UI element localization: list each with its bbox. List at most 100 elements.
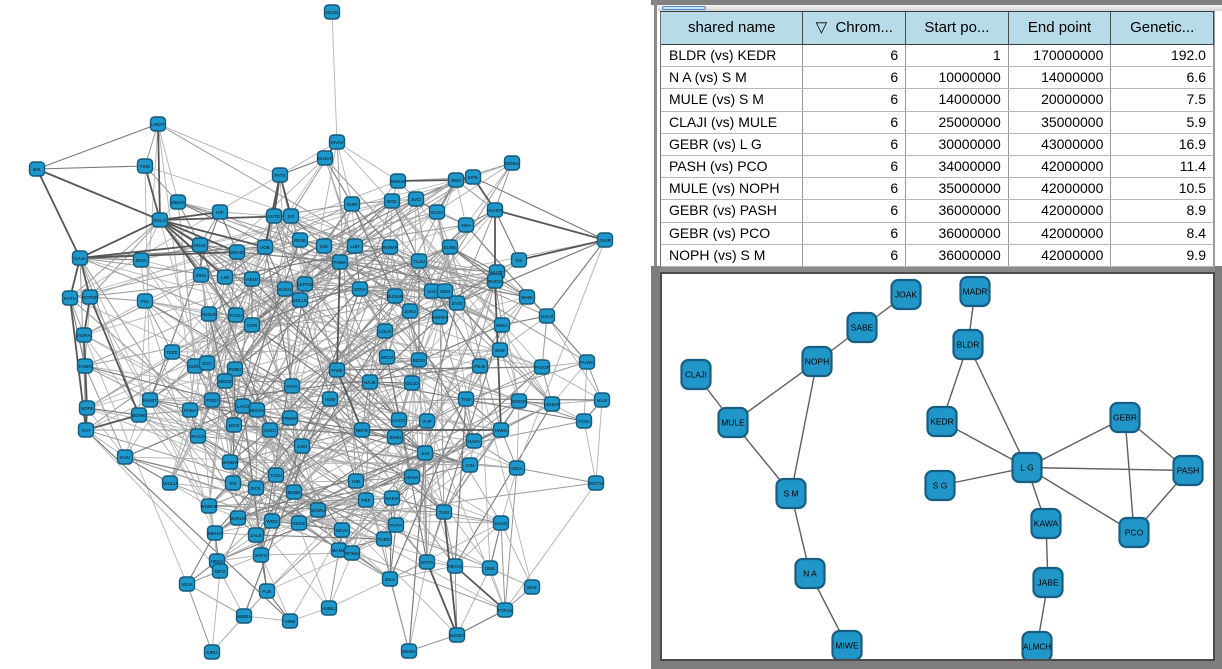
svg-text:VUP: VUP [422, 419, 431, 424]
svg-text:PIWEF: PIWEF [283, 416, 298, 421]
svg-text:FUWA: FUWA [580, 360, 594, 365]
svg-text:TAZU: TAZU [270, 473, 282, 478]
svg-text:KAKO: KAKO [386, 496, 399, 501]
svg-text:SURE: SURE [444, 245, 457, 250]
svg-text:MABI: MABI [521, 295, 532, 300]
svg-text:TOFUV: TOFUV [497, 608, 513, 613]
svg-text:LUR: LUR [350, 244, 360, 249]
svg-text:PABA: PABA [184, 408, 197, 413]
svg-text:DOTA: DOTA [421, 560, 434, 565]
svg-text:NAHEW: NAHEW [221, 460, 239, 465]
svg-text:NANIT: NANIT [143, 398, 157, 403]
svg-text:JOKU: JOKU [404, 309, 416, 314]
svg-text:KUN: KUN [120, 455, 130, 460]
svg-text:TIHE: TIHE [140, 164, 150, 169]
svg-text:NEGO: NEGO [448, 564, 462, 569]
svg-text:NOFE: NOFE [81, 406, 94, 411]
svg-text:HEDA: HEDA [211, 559, 225, 564]
svg-text:SAFU: SAFU [255, 553, 267, 558]
svg-text:MUJUH: MUJUH [317, 156, 333, 161]
svg-text:ZIBAG: ZIBAG [171, 200, 185, 205]
svg-text:DURA: DURA [188, 364, 202, 369]
svg-text:ALMCH: ALMCH [1023, 642, 1051, 651]
svg-text:TUJU: TUJU [413, 259, 425, 264]
svg-text:WOF: WOF [495, 348, 506, 353]
svg-text:ZIHA: ZIHA [196, 273, 207, 278]
svg-text:S G: S G [933, 480, 948, 490]
svg-text:PASOF: PASOF [534, 365, 549, 370]
svg-text:KATU: KATU [64, 296, 76, 301]
svg-text:DIFO: DIFO [215, 569, 226, 574]
svg-text:SEVU: SEVU [336, 528, 349, 533]
svg-text:DISE: DISE [485, 566, 496, 571]
svg-text:HOM: HOM [325, 397, 336, 402]
svg-text:HUVA: HUVA [406, 475, 419, 480]
svg-text:WOBOP: WOBOP [200, 504, 218, 509]
svg-text:ZAGA: ZAGA [431, 210, 444, 215]
svg-text:WICO: WICO [381, 355, 394, 360]
svg-text:MAZ: MAZ [527, 585, 537, 590]
svg-text:ZEM: ZEM [440, 289, 450, 294]
svg-text:JOAK: JOAK [895, 289, 918, 299]
svg-text:GOR: GOR [247, 323, 258, 328]
svg-text:PEF: PEF [362, 498, 371, 503]
svg-text:NAJE: NAJE [364, 380, 376, 385]
svg-text:ZICIL: ZICIL [250, 486, 262, 491]
svg-text:JUCI: JUCI [411, 197, 421, 202]
svg-text:PATE: PATE [274, 173, 285, 178]
svg-text:HIP: HIP [216, 210, 224, 215]
svg-text:JIMO: JIMO [451, 178, 462, 183]
svg-text:VUTE: VUTE [268, 214, 280, 219]
svg-text:HAZA: HAZA [468, 439, 481, 444]
svg-text:LEPOD: LEPOD [297, 282, 313, 287]
svg-text:BLDR: BLDR [957, 339, 980, 349]
svg-text:ZALE: ZALE [250, 533, 262, 538]
svg-text:KIFE: KIFE [468, 175, 478, 180]
svg-text:PODI: PODI [206, 398, 217, 403]
svg-text:WIBEL: WIBEL [237, 614, 252, 619]
svg-text:KATA: KATA [286, 384, 298, 389]
svg-text:DOVI: DOVI [354, 287, 365, 292]
svg-text:TIK: TIK [515, 258, 523, 263]
svg-text:GOTON: GOTON [82, 295, 99, 300]
svg-text:TUSI: TUSI [439, 510, 449, 515]
svg-text:ZIVO: ZIVO [452, 301, 463, 306]
svg-text:CAJA: CAJA [74, 256, 87, 261]
svg-text:ZIHIR: ZIHIR [599, 238, 612, 243]
svg-text:MOBU: MOBU [505, 161, 519, 166]
svg-text:NOPH: NOPH [805, 356, 830, 366]
svg-text:KIRU: KIRU [207, 650, 218, 655]
svg-text:LOLO: LOLO [379, 329, 392, 334]
svg-text:MULE: MULE [721, 417, 745, 427]
svg-text:SEWA: SEWA [402, 649, 416, 654]
svg-text:VUT: VUT [81, 428, 90, 433]
svg-text:FESUD: FESUD [201, 312, 217, 317]
svg-text:NEFE: NEFE [356, 428, 368, 433]
svg-text:KEDR: KEDR [930, 416, 954, 426]
svg-text:JADI: JADI [297, 444, 307, 449]
svg-text:HUBUJ: HUBUJ [321, 606, 336, 611]
svg-text:WULU: WULU [163, 481, 177, 486]
svg-text:VIME: VIME [284, 619, 295, 624]
svg-text:FAWA: FAWA [334, 260, 348, 265]
svg-text:WOHO: WOHO [230, 250, 245, 255]
svg-text:DOLUL: DOLUL [292, 298, 308, 303]
svg-text:HIWO: HIWO [495, 428, 508, 433]
svg-text:MOFES: MOFES [432, 315, 448, 320]
svg-text:PESE: PESE [294, 238, 306, 243]
svg-text:WIRUW: WIRUW [390, 179, 407, 184]
svg-text:BUNUR: BUNUR [387, 294, 404, 299]
svg-text:GOJO: GOJO [405, 381, 418, 386]
svg-text:MEHO: MEHO [208, 531, 222, 536]
svg-text:CACO: CACO [392, 418, 406, 423]
svg-text:MEDE: MEDE [218, 379, 231, 384]
svg-text:SABE: SABE [851, 322, 874, 332]
svg-text:DIVAV: DIVAV [330, 140, 344, 145]
svg-text:MADR: MADR [962, 286, 987, 296]
svg-text:GILA: GILA [385, 577, 396, 582]
svg-text:HOLE: HOLE [194, 243, 207, 248]
svg-text:BURUS: BURUS [230, 516, 246, 521]
svg-text:TEZE: TEZE [166, 350, 178, 355]
svg-text:POBU: POBU [228, 367, 241, 372]
svg-text:POTA: POTA [390, 523, 403, 528]
